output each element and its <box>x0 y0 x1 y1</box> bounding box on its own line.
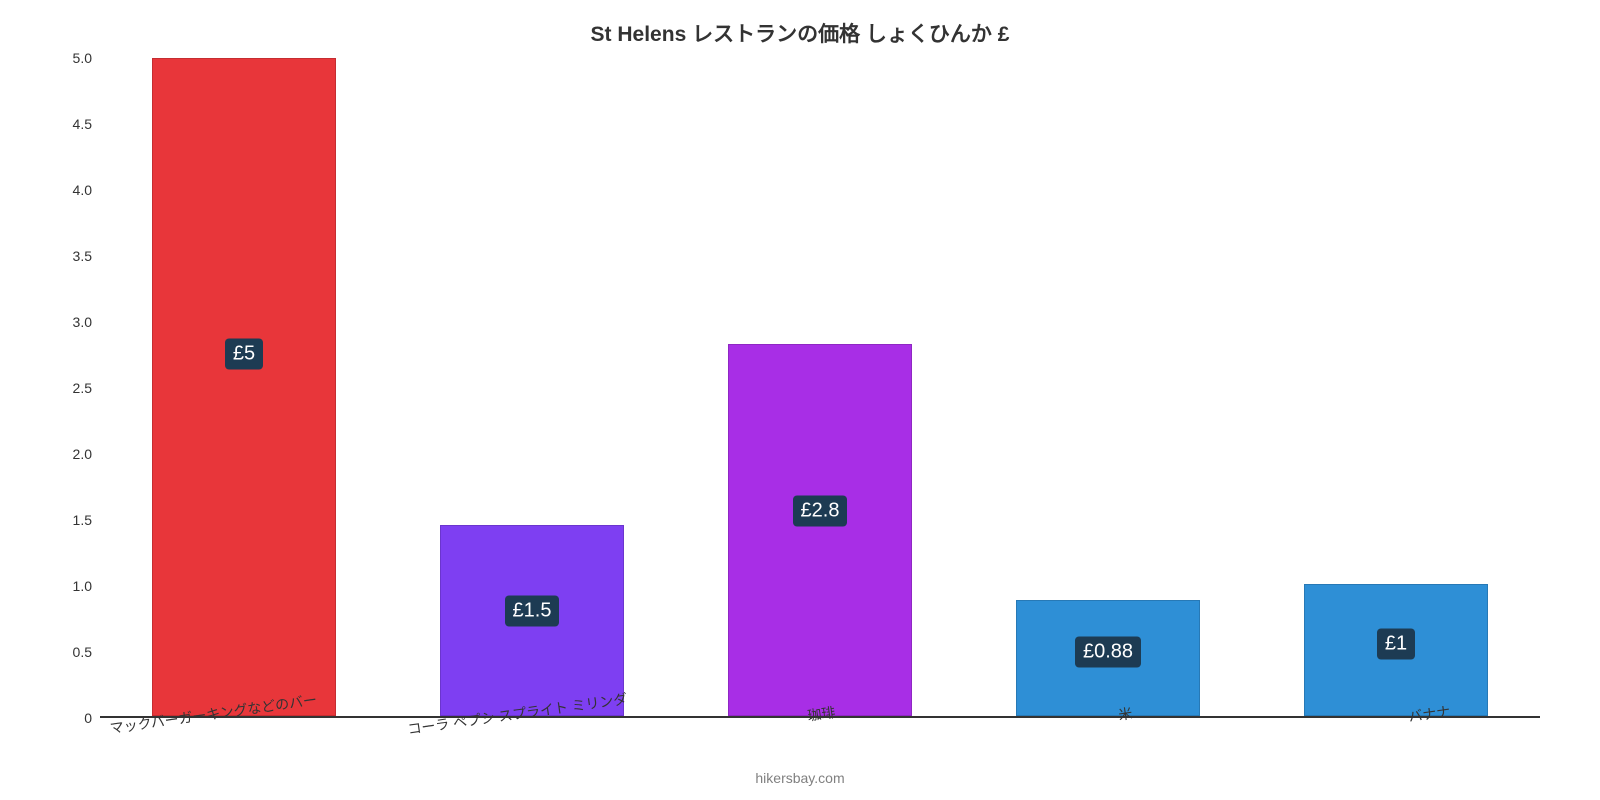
y-tick-label: 1.0 <box>42 578 92 594</box>
bar-value-badge: £2.8 <box>793 496 848 527</box>
bar-value-badge: £1 <box>1377 628 1415 659</box>
bar: £5 <box>152 58 336 716</box>
footer-credit: hikersbay.com <box>0 770 1600 786</box>
bar-slot: £1.5 <box>388 58 676 716</box>
y-tick-label: 0.5 <box>42 644 92 660</box>
y-tick-label: 2.5 <box>42 380 92 396</box>
bar: £2.8 <box>728 344 912 716</box>
plot-area: 00.51.01.52.02.53.03.54.04.55.0 £5£1.5£2… <box>100 58 1540 718</box>
chart-container: St Helens レストランの価格 しょくひんか £ 00.51.01.52.… <box>0 0 1600 800</box>
bar: £1 <box>1304 584 1488 716</box>
y-tick-label: 1.5 <box>42 512 92 528</box>
x-axis: マックバーガーキングなどのバーコーラ ペプシ スプライト ミリンダ珈琲米バナナ <box>60 704 1580 724</box>
y-tick-label: 4.0 <box>42 182 92 198</box>
bar-value-badge: £5 <box>225 339 263 370</box>
bar-value-badge: £1.5 <box>505 596 560 627</box>
y-tick-label: 2.0 <box>42 446 92 462</box>
bar-slot: £0.88 <box>964 58 1252 716</box>
bar-value-badge: £0.88 <box>1075 637 1141 668</box>
y-tick-label: 4.5 <box>42 116 92 132</box>
y-tick-label: 3.0 <box>42 314 92 330</box>
chart-title: St Helens レストランの価格 しょくひんか £ <box>40 18 1560 48</box>
y-tick-label: 3.5 <box>42 248 92 264</box>
y-tick-label: 5.0 <box>42 50 92 66</box>
bar: £1.5 <box>440 525 624 716</box>
y-axis: 00.51.01.52.02.53.03.54.04.55.0 <box>42 58 92 718</box>
bars-region: £5 £1.5 £2.8 £0.88 £1 <box>100 58 1540 718</box>
bar-slot: £1 <box>1252 58 1540 716</box>
bar-slot: £2.8 <box>676 58 964 716</box>
bar-slot: £5 <box>100 58 388 716</box>
